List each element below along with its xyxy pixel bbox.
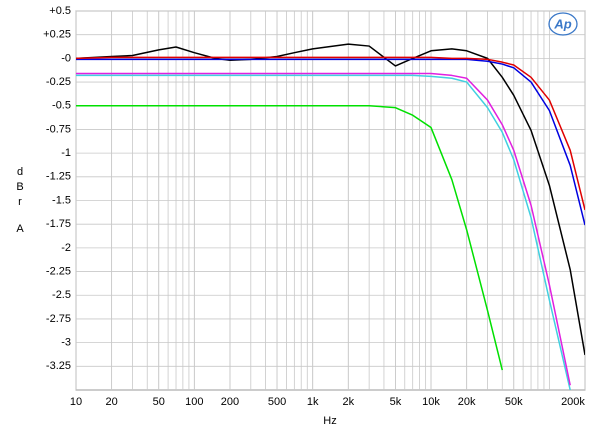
y-tick-label: -0.5 (52, 100, 71, 112)
y-tick-label: -1.25 (46, 171, 71, 183)
x-tick-label: 2k (343, 396, 355, 408)
series-line (76, 58, 585, 226)
x-tick-label: 200k (561, 396, 585, 408)
logo-text: Ap (553, 16, 571, 31)
x-tick-label: 5k (390, 396, 402, 408)
y-tick-label: -0.25 (46, 76, 71, 88)
y-axis-label: B (16, 181, 23, 193)
y-tick-label: -2.5 (52, 289, 71, 301)
y-tick-label: -3 (61, 337, 71, 349)
y-tick-label: +0.25 (43, 29, 71, 41)
x-tick-label: 500 (268, 396, 286, 408)
series-line (76, 105, 504, 371)
y-tick-label: -1 (61, 147, 71, 159)
y-tick-label: -2.75 (46, 313, 71, 325)
y-axis-label: d (17, 166, 23, 178)
x-tick-label: 20 (106, 396, 118, 408)
series-line (76, 72, 571, 386)
series-lines (76, 43, 585, 390)
x-axis-label: Hz (323, 415, 336, 427)
x-tick-label: 50k (505, 396, 523, 408)
y-tick-label: -1.5 (52, 194, 71, 206)
logo: Ap (548, 12, 578, 36)
x-tick-label: 10 (70, 396, 82, 408)
series-line (76, 43, 585, 356)
x-tick-label: 50 (153, 396, 165, 408)
y-tick-label: -0.75 (46, 123, 71, 135)
y-tick-label: -3.25 (46, 360, 71, 372)
x-tick-label: 200 (221, 396, 239, 408)
y-axis-label: A (16, 223, 24, 235)
y-tick-label: -2 (61, 242, 71, 254)
series-line (76, 74, 571, 390)
x-tick-label: 100 (185, 396, 203, 408)
series-line (76, 56, 585, 211)
y-tick-label: +0.5 (49, 5, 71, 17)
logo-ring (548, 12, 578, 36)
x-tick-label: 1k (307, 396, 319, 408)
y-tick-label: -2.25 (46, 265, 71, 277)
x-tick-label: 10k (422, 396, 440, 408)
x-tick-label: 20k (458, 396, 476, 408)
y-tick-label: -0 (61, 52, 71, 64)
y-tick-label: -1.75 (46, 218, 71, 230)
y-axis-label: r (18, 196, 22, 208)
